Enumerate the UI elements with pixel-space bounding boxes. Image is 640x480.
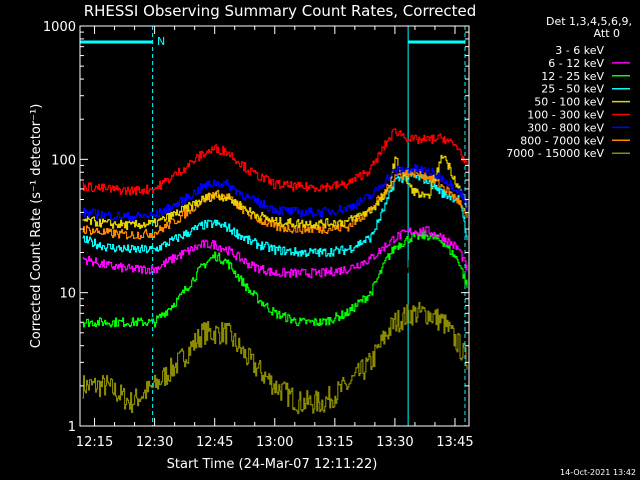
series-line-0 [82,240,468,359]
series-line-7 [82,168,468,240]
legend-label-3: 25 - 50 keV [541,83,604,96]
y-axis-label: Corrected Count Rate (s⁻¹ detector⁻¹) [29,104,44,349]
series-layer [82,128,468,415]
x-tick-label: 12:15 [76,435,113,450]
x-tick-label: 13:30 [376,435,413,450]
series-line-4 [82,154,468,230]
generation-timestamp: 14-Oct-2021 13:42 [560,468,636,477]
y-tick-label: 100 [51,153,76,168]
legend-label-7: 800 - 7000 keV [520,134,604,147]
series-line-1 [82,226,468,279]
legend-label-1: 6 - 12 keV [548,57,604,70]
series-line-8 [82,301,468,415]
x-axis-label: Start Time (24-Mar-07 12:11:22) [167,457,378,472]
x-tick-label: 12:45 [196,435,233,450]
x-tick-label: 13:00 [256,435,293,450]
legend-label-8: 7000 - 15000 keV [506,147,604,160]
legend-label-2: 12 - 25 keV [541,70,604,83]
y-tick-label: 1 [68,420,76,435]
night-marker-label: N [157,35,165,48]
series-line-3 [82,171,468,258]
x-tick-label: 12:30 [136,435,173,450]
series-line-6 [82,164,468,223]
y-tick-label: 1000 [43,20,76,35]
legend-label-5: 100 - 300 keV [527,109,604,122]
legend-header-line-1: Det 1,3,4,5,6,9, [546,15,632,28]
legend-label-4: 50 - 100 keV [534,96,604,109]
legend-label-0: 3 - 6 keV [555,44,604,57]
series-line-2 [82,230,468,328]
legend-header-line-2: Att 0 [594,27,620,40]
legend-label-6: 300 - 800 keV [527,121,604,134]
y-tick-label: 10 [59,287,76,302]
chart-title: RHESSI Observing Summary Count Rates, Co… [84,2,477,20]
x-tick-label: 13:45 [436,435,473,450]
y-axis: 1 10 100 1000 [43,20,469,435]
series-line-5 [82,128,468,196]
x-tick-label: 13:15 [316,435,353,450]
x-axis: 12:15 12:30 12:45 13:00 13:15 13:30 13:45 [76,26,474,450]
